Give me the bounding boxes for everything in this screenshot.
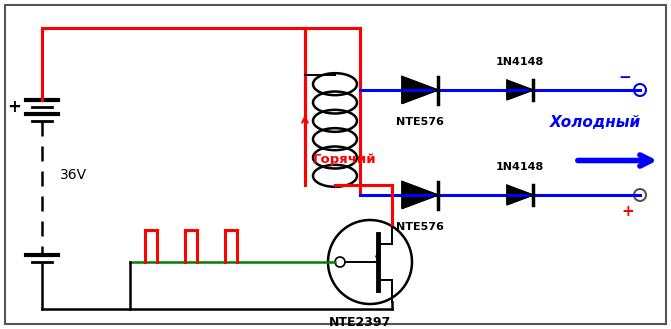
Text: NTE576: NTE576: [396, 222, 444, 232]
Text: 1N4148: 1N4148: [496, 57, 544, 67]
Text: Горячий: Горячий: [313, 154, 376, 166]
Text: −: −: [619, 70, 631, 86]
Text: NTE2397: NTE2397: [329, 316, 391, 329]
Text: 1N4148: 1N4148: [496, 162, 544, 172]
Text: NTE576: NTE576: [396, 117, 444, 127]
Polygon shape: [507, 80, 533, 100]
Polygon shape: [402, 77, 438, 104]
Text: +: +: [7, 98, 21, 116]
Polygon shape: [402, 182, 438, 209]
Polygon shape: [507, 185, 533, 205]
Text: +: +: [621, 204, 634, 218]
Text: 36V: 36V: [60, 168, 87, 182]
Text: Холодный: Холодный: [550, 115, 641, 130]
